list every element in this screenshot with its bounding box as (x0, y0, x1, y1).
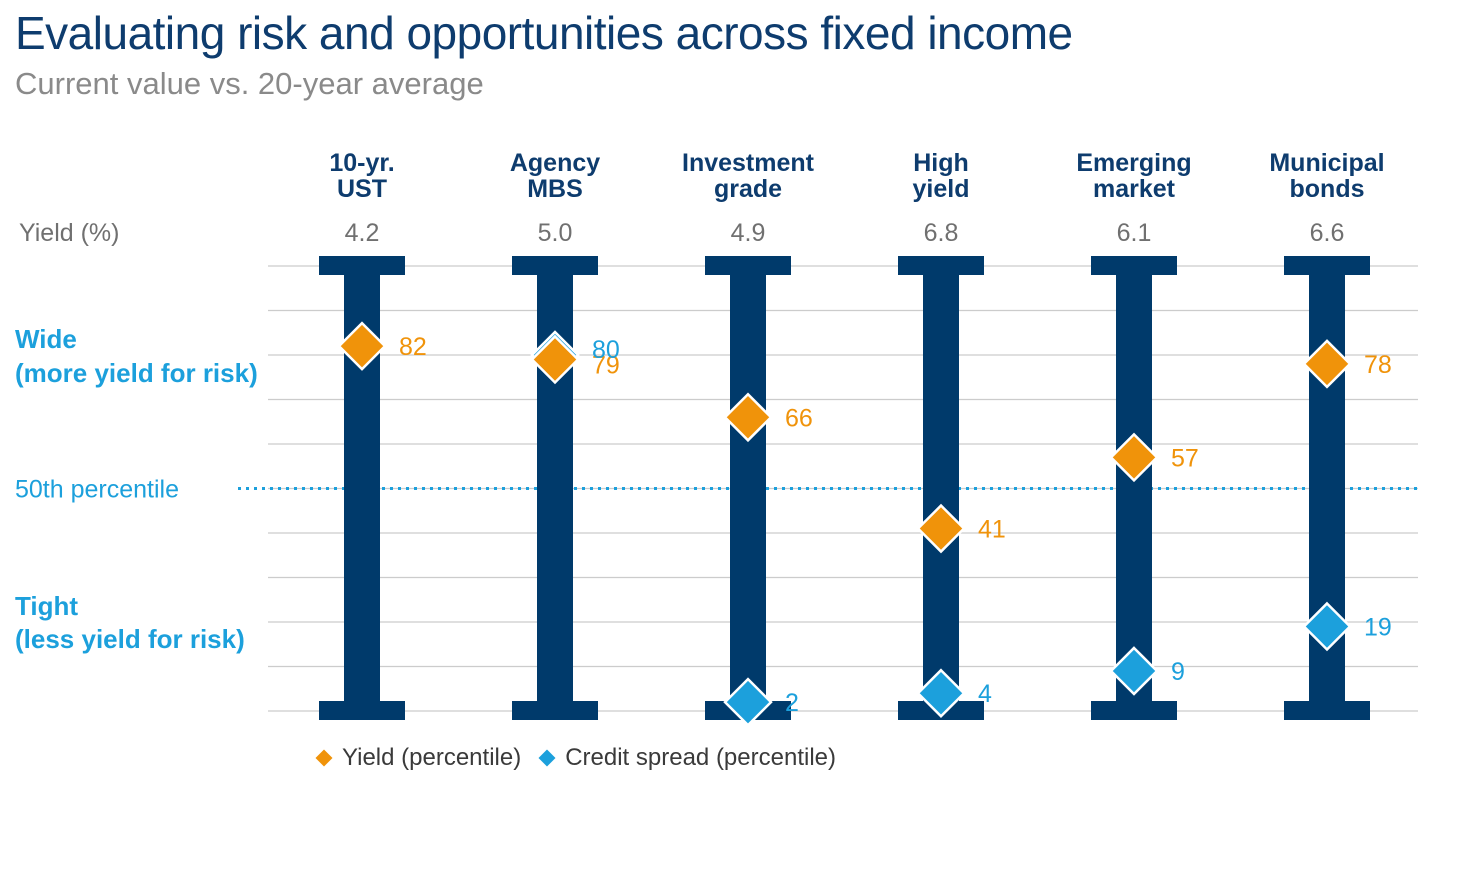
yield-marker (1302, 339, 1352, 389)
range-bar-cap-top (319, 256, 405, 275)
legend-label-yield: Yield (percentile) (342, 744, 522, 771)
yield-value: 5.0 (538, 219, 573, 247)
legend-item-yield: Yield (percentile) (315, 744, 522, 772)
spread-data-label: 4 (978, 680, 992, 708)
yield-data-label: 78 (1364, 351, 1392, 379)
yield-data-label: 41 (978, 516, 1006, 544)
range-bar-cap-top (898, 256, 984, 275)
yield-value: 4.2 (345, 219, 380, 247)
spread-data-label: 2 (785, 689, 799, 717)
annotation-tight: Tight (15, 591, 78, 621)
spread-marker (723, 677, 773, 727)
range-bar-cap-top (512, 256, 598, 275)
category-label: 10-yr. (329, 149, 394, 177)
legend-swatch-spread-icon (538, 749, 556, 767)
spread-marker (916, 668, 966, 718)
category-label: Agency (510, 149, 600, 177)
category-label: yield (913, 175, 970, 203)
range-bar-cap-bottom (512, 701, 598, 720)
reference-line-label: 50th percentile (15, 476, 179, 504)
chart-title: Evaluating risk and opportunities across… (15, 7, 1073, 59)
category-label: High (913, 149, 969, 177)
category-label: bonds (1290, 175, 1365, 203)
range-bar-stem (730, 266, 766, 711)
yield-row-label: Yield (%) (19, 219, 120, 247)
chart-subtitle: Current value vs. 20-year average (15, 66, 484, 101)
range-bar-stem (923, 266, 959, 711)
yield-value: 6.8 (924, 219, 959, 247)
yield-value: 6.1 (1117, 219, 1152, 247)
category-label: UST (337, 175, 387, 203)
category-label: MBS (527, 175, 583, 203)
category-label: Investment (682, 149, 815, 177)
legend-label-spread: Credit spread (percentile) (565, 744, 836, 771)
spread-data-label: 19 (1364, 613, 1392, 641)
yield-data-label: 82 (399, 333, 427, 361)
annotation-wide-detail: (more yield for risk) (15, 358, 258, 388)
range-bar-cap-top (1091, 256, 1177, 275)
yield-marker (530, 334, 580, 385)
yield-value: 4.9 (731, 219, 766, 247)
range-bar-cap-bottom (1284, 701, 1370, 720)
yield-value: 6.6 (1310, 219, 1345, 247)
spread-data-label: 9 (1171, 658, 1185, 686)
range-bar-cap-bottom (319, 701, 405, 720)
category-label: market (1093, 175, 1176, 203)
range-bar-stem (1116, 266, 1152, 711)
yield-data-label: 57 (1171, 444, 1199, 472)
chart-legend: Yield (percentile) Credit spread (percen… (315, 744, 856, 772)
yield-data-label: 66 (785, 404, 813, 432)
spread-marker (1302, 601, 1352, 652)
category-label: grade (714, 175, 782, 203)
annotation-tight-detail: (less yield for risk) (15, 624, 245, 654)
spread-data-label: 80 (592, 336, 620, 364)
annotation-wide: Wide (15, 324, 77, 354)
legend-swatch-yield-icon (315, 749, 333, 767)
yield-data-label: 79 (592, 351, 620, 379)
category-label: Emerging (1076, 149, 1191, 177)
range-bar-cap-bottom (1091, 701, 1177, 720)
range-bar-cap-top (705, 256, 791, 275)
category-label: Municipal (1269, 149, 1384, 177)
spread-marker (1109, 646, 1159, 696)
yield-marker (337, 321, 387, 371)
yield-marker (1109, 432, 1159, 483)
range-bar-cap-top (1284, 256, 1370, 275)
legend-item-spread: Credit spread (percentile) (538, 744, 836, 772)
yield-marker (723, 392, 773, 443)
yield-marker (916, 503, 966, 554)
